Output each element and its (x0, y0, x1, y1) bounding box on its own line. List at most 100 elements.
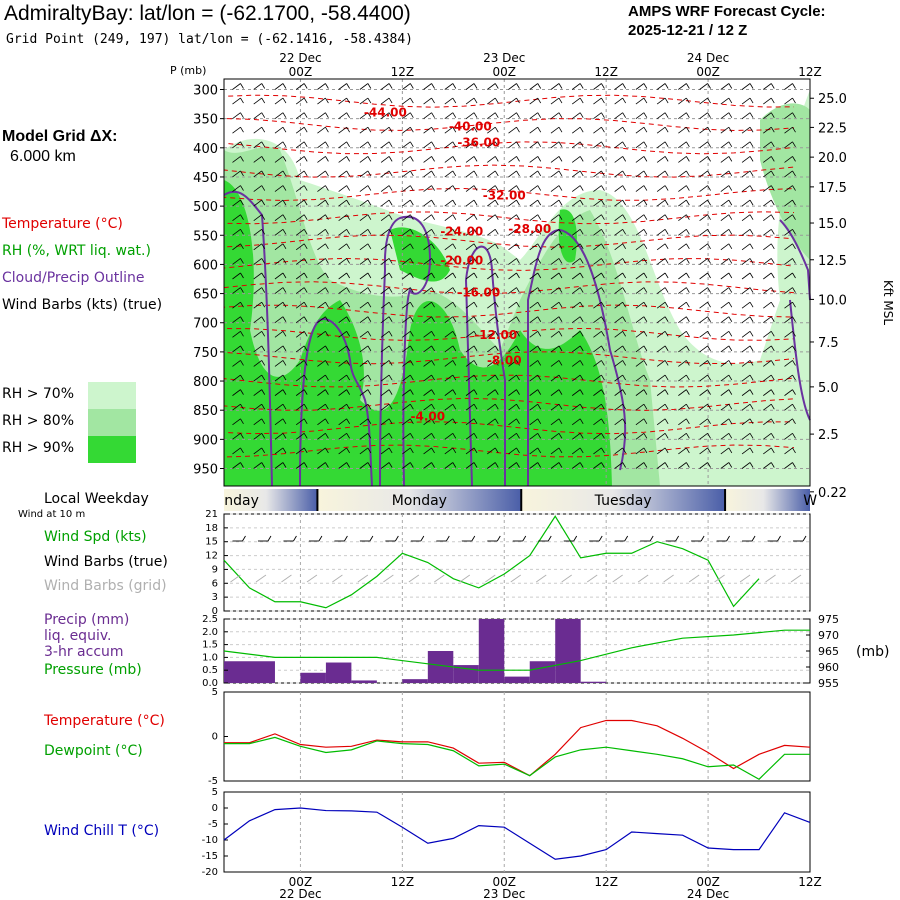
wind-barb-flag (601, 258, 605, 264)
wind-barb (678, 97, 687, 105)
wind-barb (593, 214, 602, 222)
wind-barb-flag (494, 258, 499, 264)
wind-barb-flag (792, 374, 796, 381)
top-time-label: 12Z (594, 65, 618, 79)
wind-barb-flag (622, 185, 627, 191)
wind-barb-flag (579, 287, 584, 293)
wind-barb (614, 156, 623, 163)
wind-barb (508, 403, 517, 411)
wind-barb-flag (261, 403, 266, 410)
wind-barb-flag (473, 418, 478, 424)
wind-barb-flag (388, 360, 393, 366)
wind-barb (295, 301, 305, 309)
wind-barb (699, 389, 708, 396)
wind-barb (699, 199, 708, 207)
wind-barb (635, 126, 645, 134)
wind-barb-flag (622, 141, 627, 148)
wind-barb (253, 199, 262, 207)
wind-barb-flag (473, 243, 478, 250)
wind-barb-flag (792, 156, 796, 162)
wind-barb (763, 97, 772, 105)
temperature-contour-label: -8.00 (487, 354, 522, 368)
bottom-date-label: 22 Dec (279, 887, 321, 900)
wind-barb-flag (261, 243, 266, 250)
wind-barb-flag (452, 229, 457, 235)
wind-barb (465, 170, 475, 178)
temperature-isotherm (223, 188, 795, 201)
wind-barb-flag (579, 447, 584, 454)
wind-barb-flag (367, 141, 372, 148)
wind-barb (380, 330, 390, 338)
wind-barb (402, 374, 411, 382)
wind-barb-flag (452, 360, 457, 366)
wind-barb-flag (558, 374, 563, 381)
wind-barb (380, 433, 390, 440)
wind-barb-flag (367, 316, 372, 322)
wind-barb-flag (643, 97, 648, 104)
wind-barb (274, 345, 284, 353)
wind-barb (656, 156, 666, 163)
wind-barb (487, 199, 496, 207)
wind-barb-flag (707, 112, 711, 118)
wind-barb-flag (325, 418, 329, 424)
wind-barb-flag (558, 243, 563, 250)
surface-wind-barb-flag (293, 535, 297, 542)
wind-barb (550, 462, 560, 469)
wind-barb-flag (707, 418, 711, 424)
wind-barb-flag (749, 301, 754, 308)
wind-barb (529, 228, 538, 236)
wind-barb (487, 360, 496, 367)
wind-barb (465, 258, 475, 265)
wind-barb-flag (792, 127, 796, 133)
wind-barb (550, 156, 560, 163)
wind-barb (571, 97, 581, 105)
wind-barb (529, 345, 538, 353)
wind-barb (763, 360, 772, 367)
wind-barb-flag (792, 433, 796, 439)
wind-barb (295, 214, 305, 222)
temperature-contour-label: -40.00 (449, 119, 492, 133)
precip-bar (351, 680, 377, 683)
wind-barb-flag (792, 345, 796, 352)
wind-barb (508, 360, 517, 367)
wind-barb (487, 141, 496, 149)
wind-barb-flag (728, 345, 733, 352)
wind-barb (338, 243, 347, 251)
wind-barb-flag (579, 316, 584, 322)
wind-barb (487, 301, 496, 309)
wind-barb (720, 156, 730, 163)
wind-barb (508, 156, 517, 163)
wind-chill-panel: 50-5-10-15-20 (202, 787, 811, 878)
wind-barb (593, 97, 602, 105)
cross-section-wind-barbs (232, 83, 796, 469)
surface-wind-barb-flag (802, 535, 807, 542)
pressure-tick-label: 700 (193, 317, 218, 332)
wind-barb (763, 316, 772, 324)
wind-barb-flag (516, 287, 520, 293)
wind-barb-flag (261, 272, 266, 279)
local-weekday-label: Local Weekday (44, 491, 149, 507)
wind-barb-flag (410, 331, 414, 337)
wind-barb-flag (558, 141, 563, 148)
wind-barb (253, 83, 262, 90)
wind-barb (253, 330, 262, 338)
wind-barb (317, 316, 326, 324)
wind-barb-flag (346, 389, 350, 395)
wind-barb (402, 214, 411, 222)
wind-barb-flag (537, 185, 542, 191)
wind-barb (508, 243, 517, 251)
wind-barb (763, 433, 772, 440)
wind-barb (720, 418, 730, 426)
wind-barb-flag (643, 141, 648, 148)
wind-barb-flag (303, 389, 308, 395)
wind-barb-flag (601, 345, 605, 352)
wind-barb (295, 345, 305, 353)
wind-barb-flag (367, 199, 372, 206)
kft-tick-label: 25.0 (818, 92, 847, 107)
wind-barb (656, 272, 666, 280)
wind-barb (444, 462, 454, 469)
wind-barb (784, 126, 793, 134)
wind-barb-flag (410, 345, 414, 352)
wind-barb-flag (494, 389, 499, 395)
wind-barb (338, 156, 347, 163)
